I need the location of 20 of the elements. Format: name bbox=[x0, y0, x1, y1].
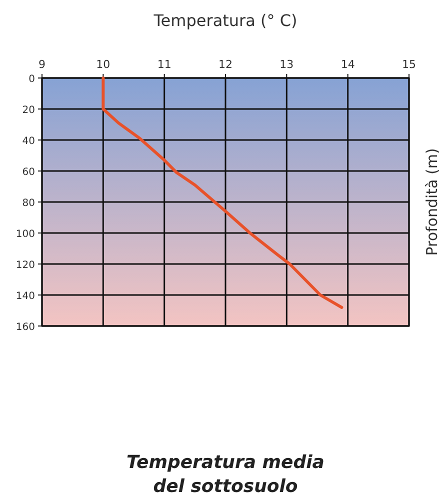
y-tick-label: 100 bbox=[16, 229, 35, 240]
x-tick-label: 10 bbox=[96, 58, 110, 71]
x-tick-label: 11 bbox=[157, 58, 172, 71]
line-series bbox=[102, 76, 344, 309]
x-tick-label: 15 bbox=[402, 58, 416, 71]
y-tick-label: 0 bbox=[28, 74, 35, 85]
x-tick-label: 14 bbox=[340, 58, 355, 71]
y-axis-title: Profondità (m) bbox=[423, 148, 441, 256]
y-tick-label: 140 bbox=[16, 291, 35, 302]
y-tick-label: 20 bbox=[22, 105, 35, 116]
y-tick-label: 60 bbox=[22, 167, 35, 178]
y-tick-label: 80 bbox=[22, 198, 35, 209]
y-tick-label: 40 bbox=[22, 136, 35, 147]
text: Temperatura media del sottosuolo bbox=[126, 452, 324, 497]
y-tick-label: 120 bbox=[16, 260, 35, 271]
x-tick-label: 9 bbox=[38, 58, 46, 71]
x-tick-label: 12 bbox=[218, 58, 232, 71]
x-axis-title: Temperatura (° C) bbox=[152, 11, 298, 30]
y-tick-label: 160 bbox=[16, 322, 35, 333]
x-tick-label: 13 bbox=[280, 58, 294, 71]
